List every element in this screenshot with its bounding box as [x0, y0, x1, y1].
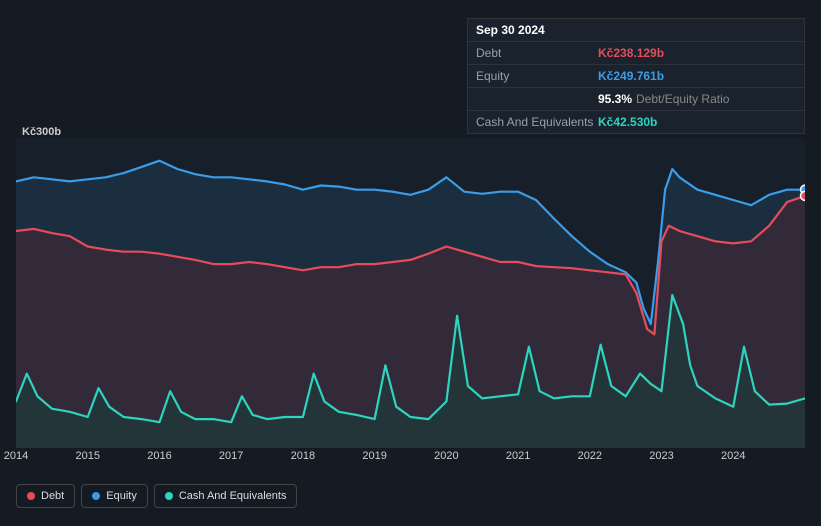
tooltip-row-value: Kč238.129b	[598, 46, 664, 60]
x-tick-label: 2019	[362, 450, 386, 462]
tooltip-date-text: Sep 30 2024	[476, 23, 545, 37]
tooltip-row: EquityKč249.761b	[468, 65, 804, 88]
tooltip-row-sublabel: Debt/Equity Ratio	[636, 92, 729, 106]
legend-label: Equity	[106, 490, 137, 502]
series-end-marker	[801, 191, 806, 200]
x-axis: 2014201520162017201820192020202120222023…	[16, 450, 805, 470]
tooltip-row: Cash And EquivalentsKč42.530b	[468, 111, 804, 133]
x-tick-label: 2023	[649, 450, 673, 462]
x-tick-label: 2014	[4, 450, 28, 462]
legend-item-equity[interactable]: Equity	[81, 484, 148, 508]
legend-dot-icon	[165, 492, 173, 500]
tooltip-row-value: 95.3%	[598, 92, 632, 106]
x-tick-label: 2020	[434, 450, 458, 462]
tooltip-row-label: Equity	[476, 69, 598, 83]
chart-legend: Debt Equity Cash And Equivalents	[16, 484, 297, 508]
legend-label: Cash And Equivalents	[179, 490, 287, 502]
legend-item-debt[interactable]: Debt	[16, 484, 75, 508]
x-tick-label: 2015	[75, 450, 99, 462]
legend-dot-icon	[27, 492, 35, 500]
tooltip-row-label: Cash And Equivalents	[476, 115, 598, 129]
chart-tooltip: Sep 30 2024 DebtKč238.129bEquityKč249.76…	[467, 18, 805, 134]
legend-label: Debt	[41, 490, 64, 502]
x-tick-label: 2016	[147, 450, 171, 462]
y-axis-label-top: Kč300b	[22, 126, 61, 138]
tooltip-date: Sep 30 2024	[468, 19, 804, 42]
x-tick-label: 2022	[578, 450, 602, 462]
x-tick-label: 2024	[721, 450, 745, 462]
x-tick-label: 2017	[219, 450, 243, 462]
tooltip-row: 95.3% Debt/Equity Ratio	[468, 88, 804, 111]
tooltip-row-value: Kč42.530b	[598, 115, 657, 129]
tooltip-row-label	[476, 92, 598, 106]
tooltip-row: DebtKč238.129b	[468, 42, 804, 65]
legend-item-cash-and-equivalents[interactable]: Cash And Equivalents	[154, 484, 298, 508]
tooltip-row-label: Debt	[476, 46, 598, 60]
x-tick-label: 2021	[506, 450, 530, 462]
tooltip-row-value: Kč249.761b	[598, 69, 664, 83]
legend-dot-icon	[92, 492, 100, 500]
line-area-chart[interactable]	[16, 138, 805, 448]
x-tick-label: 2018	[291, 450, 315, 462]
